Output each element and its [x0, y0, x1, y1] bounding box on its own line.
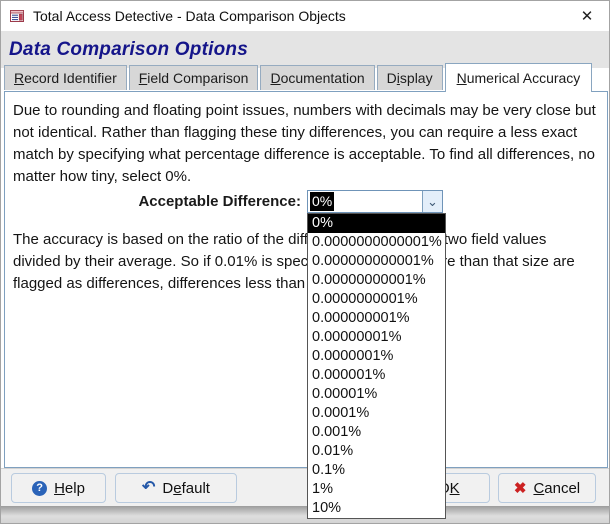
undo-icon: ↶: [142, 479, 156, 496]
dropdown-option[interactable]: 0.000001%: [312, 367, 386, 383]
chevron-down-icon[interactable]: ⌄: [422, 191, 442, 212]
window-bottom-edge: [1, 506, 609, 523]
dropdown-option[interactable]: 0.00001%: [312, 386, 378, 402]
heading-band: Data Comparison Options: [1, 31, 609, 68]
help-button-label: Help: [54, 479, 85, 497]
dropdown-option[interactable]: 0.001%: [312, 424, 362, 440]
dropdown-option[interactable]: 0.0000000000001%: [312, 234, 442, 250]
dropdown-option[interactable]: 0.1%: [312, 462, 346, 478]
help-button[interactable]: ? Help: [11, 473, 106, 503]
acceptable-difference-combobox[interactable]: 0% ⌄: [307, 190, 443, 213]
close-icon[interactable]: ✕: [580, 8, 594, 25]
detail-paragraph: The accuracy is based on the ratio of th…: [13, 231, 575, 292]
window-title: Total Access Detective - Data Comparison…: [33, 8, 346, 24]
default-button[interactable]: ↶ Default: [115, 473, 237, 503]
dropdown-option[interactable]: 1%: [312, 481, 333, 497]
x-icon: ✖: [513, 479, 527, 497]
title-bar: Total Access Detective - Data Comparison…: [1, 1, 609, 31]
dropdown-option[interactable]: 0%: [308, 214, 445, 233]
dropdown-option[interactable]: 0.0000000001%: [312, 291, 418, 307]
app-icon: [10, 10, 24, 22]
dropdown-option[interactable]: 0.01%: [312, 443, 354, 459]
cancel-button-label: Cancel: [533, 479, 581, 497]
acceptable-difference-label: Acceptable Difference:: [138, 193, 301, 210]
dropdown-option[interactable]: 0.00000000001%: [312, 272, 426, 288]
dropdown-option[interactable]: 10%: [312, 500, 342, 516]
cancel-button[interactable]: ✖ Cancel: [498, 473, 596, 503]
dropdown-option[interactable]: 0.000000001%: [312, 310, 410, 326]
tab-content-pane: Due to rounding and floating point issue…: [4, 91, 608, 468]
acceptable-difference-dropdown-list: 0% 0.0000000000001% 0.000000000001% 0.00000…: [307, 213, 446, 519]
combobox-selected-value: 0%: [310, 192, 335, 211]
page-title: Data Comparison Options: [9, 38, 248, 60]
dropdown-option[interactable]: 0.00000001%: [312, 329, 402, 345]
help-icon: ?: [32, 480, 48, 496]
button-bar: ? Help ↶ Default ✔ OK ✖ Cancel: [1, 468, 609, 506]
dropdown-option[interactable]: 0.0000001%: [312, 348, 394, 364]
intro-paragraph: Due to rounding and floating point issue…: [13, 102, 596, 185]
dropdown-option[interactable]: 0.0001%: [312, 405, 370, 421]
dropdown-option[interactable]: 0.000000000001%: [312, 253, 434, 269]
default-button-label: Default: [162, 479, 210, 497]
